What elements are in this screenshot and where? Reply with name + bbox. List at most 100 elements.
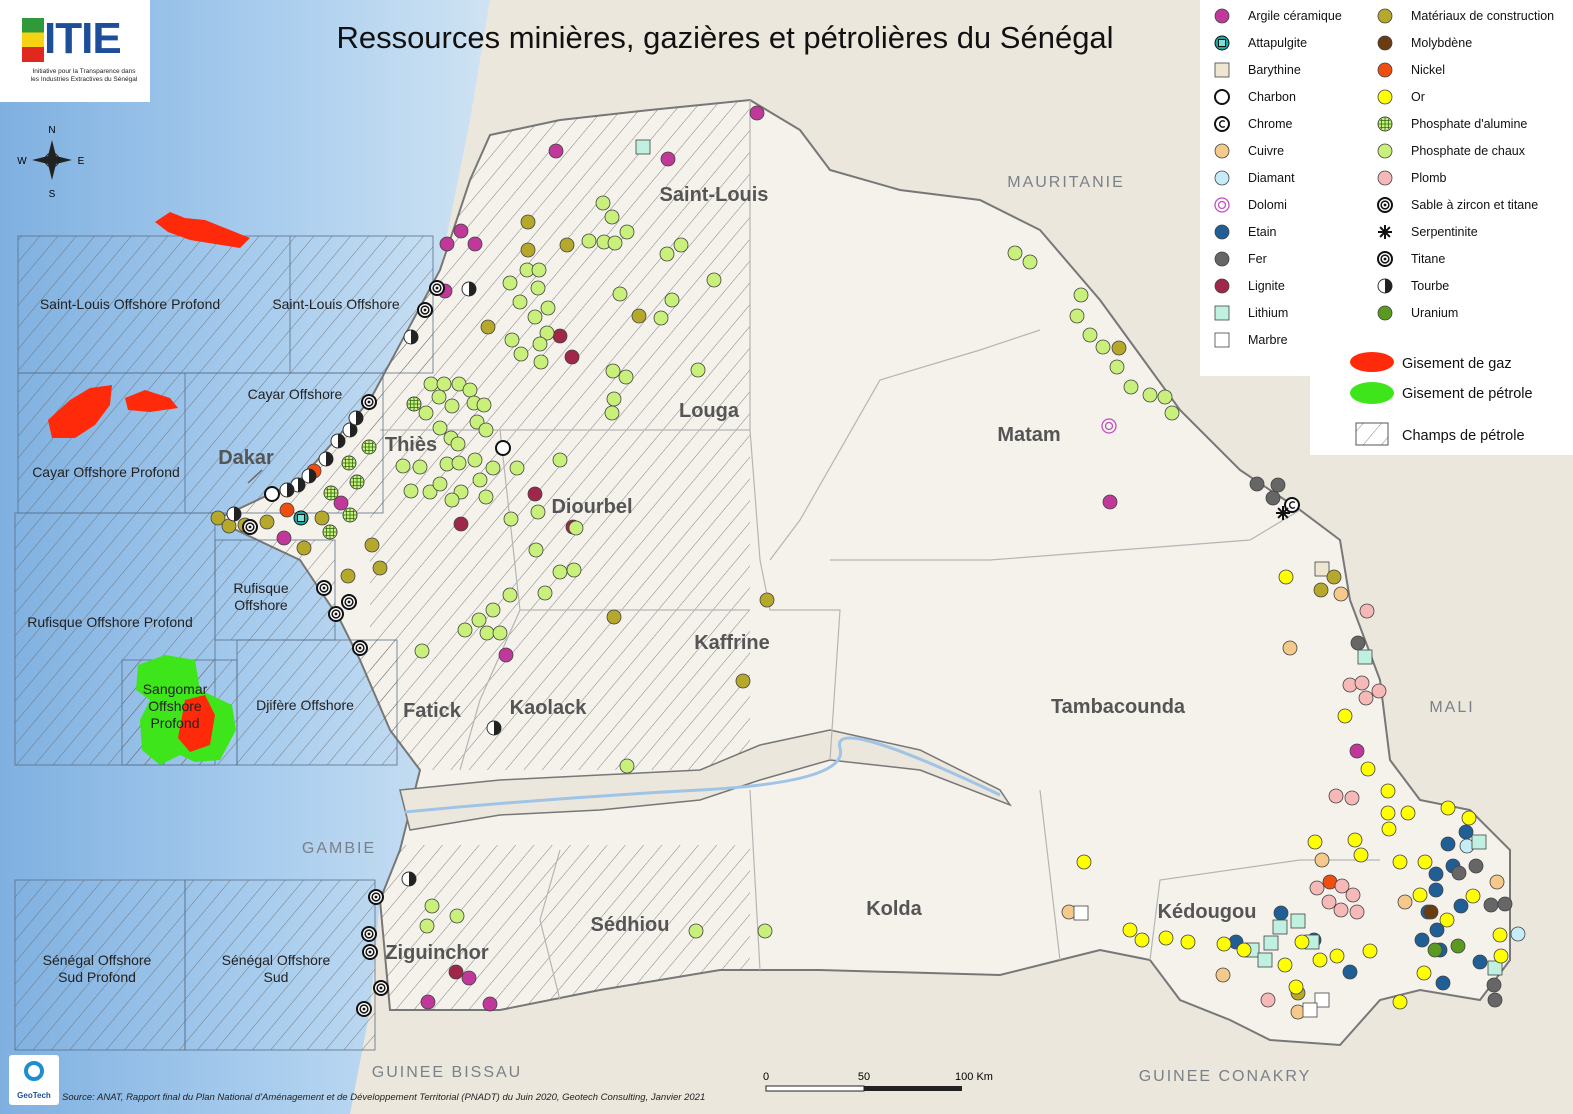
offshore-block-label: Saint-Louis Offshore xyxy=(272,296,400,312)
block xyxy=(14,879,186,1051)
marker xyxy=(1263,935,1279,951)
region-label: Tambacounda xyxy=(1051,696,1186,718)
block xyxy=(184,879,376,1051)
marker xyxy=(537,585,553,601)
scale-segment xyxy=(765,1085,865,1092)
legend: Gisement de gaz Gisement de pétrole Cham… xyxy=(1200,0,1573,455)
marker xyxy=(1180,934,1196,950)
marker xyxy=(1273,905,1289,921)
marker xyxy=(419,918,435,934)
marker xyxy=(631,308,647,324)
marker xyxy=(1282,640,1298,656)
marker xyxy=(478,489,494,505)
marker xyxy=(1380,783,1396,799)
marker xyxy=(453,516,469,532)
marker xyxy=(530,280,546,296)
marker xyxy=(1397,894,1413,910)
oil-swatch xyxy=(1350,382,1394,404)
border xyxy=(749,429,841,761)
marker xyxy=(1214,62,1230,78)
marker xyxy=(1288,979,1304,995)
marker xyxy=(495,440,511,456)
marker xyxy=(1104,421,1114,431)
marker xyxy=(367,400,371,404)
marker xyxy=(1383,257,1387,261)
marker xyxy=(1214,8,1230,24)
marker xyxy=(1218,39,1226,47)
marker xyxy=(1109,359,1125,375)
marker xyxy=(1353,847,1369,863)
marker xyxy=(471,612,487,628)
marker xyxy=(618,369,634,385)
marker xyxy=(1427,942,1443,958)
marker xyxy=(264,486,280,502)
compass-ring xyxy=(44,152,60,168)
region-label: Diourbel xyxy=(551,496,632,518)
marker xyxy=(527,486,543,502)
marker xyxy=(420,305,430,315)
marker xyxy=(1214,197,1230,213)
marker xyxy=(1102,494,1118,510)
marker xyxy=(1428,882,1444,898)
marker xyxy=(1357,649,1373,665)
offshore-block-label: Cayar Offshore xyxy=(248,386,343,402)
marker xyxy=(234,507,241,521)
marker xyxy=(412,459,428,475)
marker xyxy=(314,510,330,526)
marker xyxy=(462,382,478,398)
marker xyxy=(1429,922,1445,938)
marker xyxy=(356,411,363,425)
marker xyxy=(448,964,464,980)
marker xyxy=(478,422,494,438)
marker xyxy=(1142,387,1158,403)
marker xyxy=(1472,954,1488,970)
compass-w: W xyxy=(17,156,27,167)
marker xyxy=(296,540,312,556)
marker xyxy=(566,562,582,578)
marker xyxy=(494,721,501,735)
marker xyxy=(1378,117,1392,131)
marker xyxy=(467,452,483,468)
marker xyxy=(1314,561,1330,577)
marker xyxy=(424,898,440,914)
country-label: GUINEE BISSAU xyxy=(372,1064,522,1081)
marker xyxy=(1073,287,1089,303)
marker xyxy=(1378,225,1392,239)
marker xyxy=(1483,897,1499,913)
marker xyxy=(1082,327,1098,343)
marker xyxy=(1392,854,1408,870)
marker xyxy=(1360,761,1376,777)
marker xyxy=(1326,569,1342,585)
marker xyxy=(1377,8,1393,24)
marker xyxy=(1214,278,1230,294)
marker xyxy=(347,600,351,604)
marker xyxy=(1468,858,1484,874)
marker xyxy=(343,508,357,522)
legend-label: Lithium xyxy=(1248,306,1288,320)
gas-field xyxy=(125,390,178,412)
marker xyxy=(605,363,621,379)
marker xyxy=(444,492,460,508)
marker xyxy=(479,625,495,641)
marker xyxy=(1214,143,1230,159)
map-title: Ressources minières, gazières et pétroli… xyxy=(336,20,1113,55)
marker xyxy=(1214,224,1230,240)
marker xyxy=(1440,836,1456,852)
offshore-block-label: Offshore xyxy=(234,597,288,613)
marker xyxy=(1461,810,1477,826)
marker xyxy=(358,646,362,650)
country-label: GUINEE CONAKRY xyxy=(1139,1068,1312,1085)
logo-name: ITIE xyxy=(44,14,122,63)
marker xyxy=(414,643,430,659)
marker xyxy=(1284,497,1300,513)
marker xyxy=(403,483,419,499)
offshore-block-label: Cayar Offshore Profond xyxy=(32,464,180,480)
marker xyxy=(1076,854,1092,870)
marker xyxy=(581,233,597,249)
marker xyxy=(1328,788,1344,804)
marker xyxy=(1312,952,1328,968)
marker xyxy=(509,460,525,476)
marker xyxy=(1260,992,1276,1008)
marker xyxy=(619,758,635,774)
